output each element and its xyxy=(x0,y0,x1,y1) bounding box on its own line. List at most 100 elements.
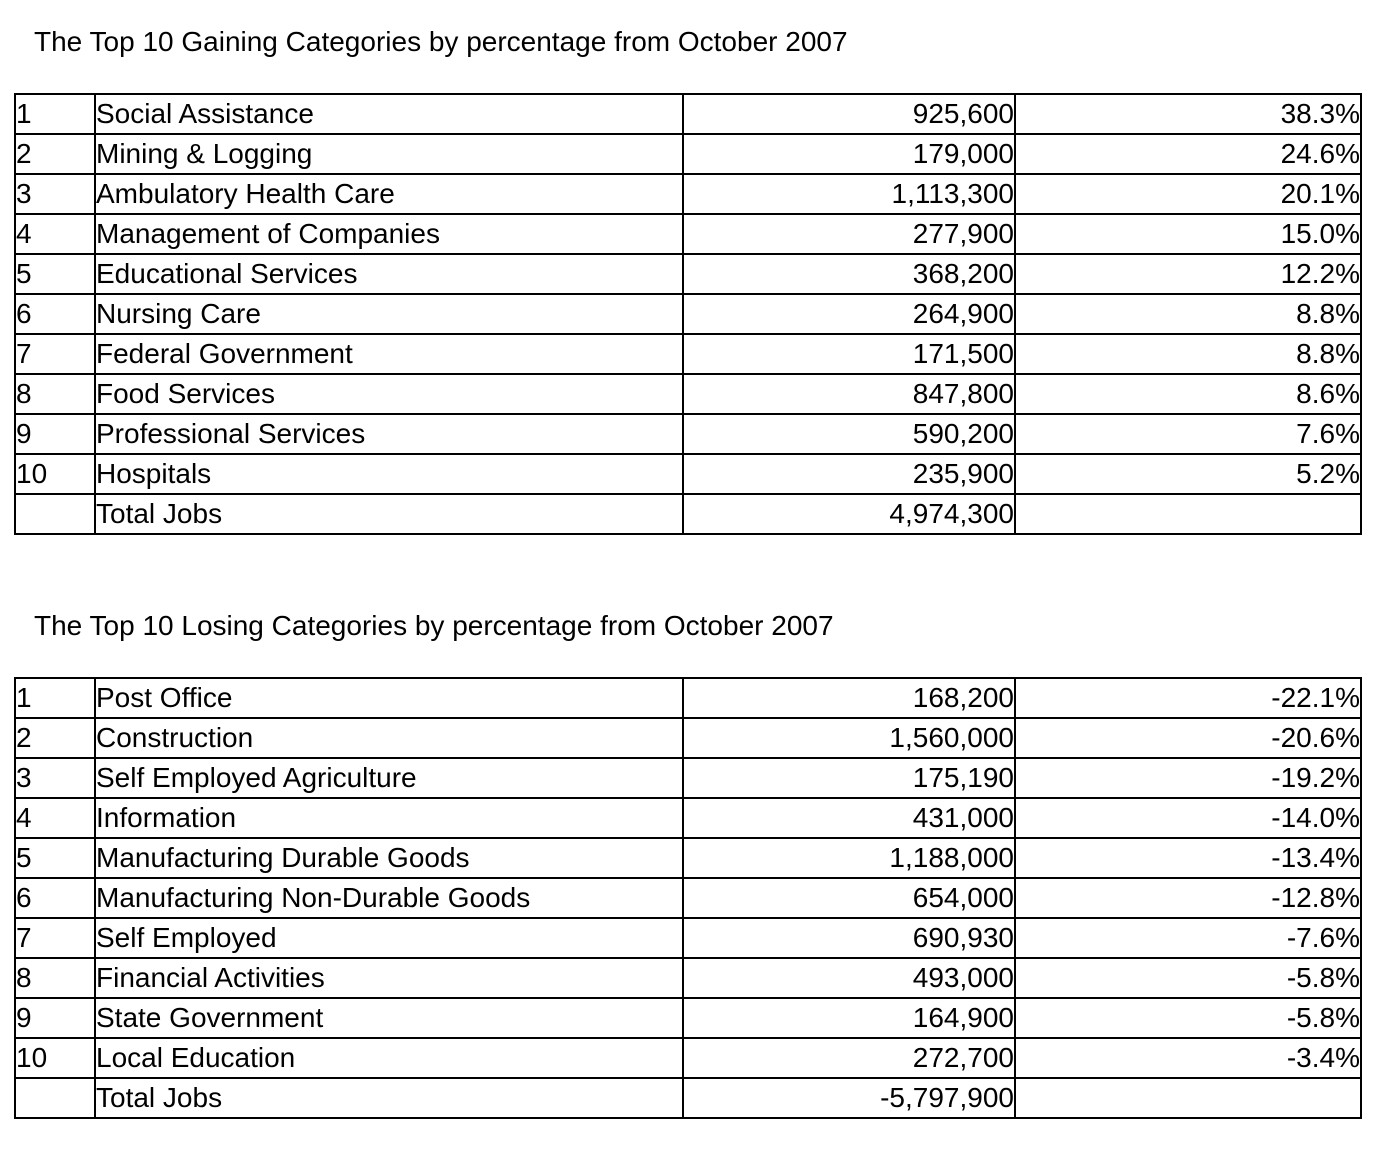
table-row: 7 Federal Government 171,500 8.8% xyxy=(14,333,1362,375)
percent-cell: -22.1% xyxy=(1014,677,1362,719)
category-cell: State Government xyxy=(94,997,684,1039)
jobs-cell: 175,190 xyxy=(682,757,1016,799)
rank-cell: 6 xyxy=(14,877,96,919)
table-row: 7 Self Employed 690,930 -7.6% xyxy=(14,917,1362,959)
jobs-cell: 690,930 xyxy=(682,917,1016,959)
table-row: 1 Social Assistance 925,600 38.3% xyxy=(14,93,1362,135)
gaining-categories-table: 1 Social Assistance 925,600 38.3% 2 Mining & … xyxy=(14,93,1362,535)
percent-cell: -13.4% xyxy=(1014,837,1362,879)
percent-cell xyxy=(1014,1077,1362,1119)
jobs-cell: 171,500 xyxy=(682,333,1016,375)
category-cell: Financial Activities xyxy=(94,957,684,999)
table-row: 3 Self Employed Agriculture 175,190 -19.2% xyxy=(14,757,1362,799)
rank-cell: 1 xyxy=(14,677,96,719)
rank-cell: 8 xyxy=(14,373,96,415)
percent-cell: 24.6% xyxy=(1014,133,1362,175)
jobs-cell: 1,560,000 xyxy=(682,717,1016,759)
table-row: 10 Hospitals 235,900 5.2% xyxy=(14,453,1362,495)
jobs-cell: 493,000 xyxy=(682,957,1016,999)
jobs-cell: 235,900 xyxy=(682,453,1016,495)
category-cell: Educational Services xyxy=(94,253,684,295)
table-row: Total Jobs -5,797,900 xyxy=(14,1077,1362,1119)
category-cell: Self Employed xyxy=(94,917,684,959)
jobs-cell: 368,200 xyxy=(682,253,1016,295)
percent-cell: 38.3% xyxy=(1014,93,1362,135)
rank-cell: 10 xyxy=(14,1037,96,1079)
jobs-cell: 168,200 xyxy=(682,677,1016,719)
jobs-cell: 4,974,300 xyxy=(682,493,1016,535)
jobs-cell: 654,000 xyxy=(682,877,1016,919)
category-cell: Professional Services xyxy=(94,413,684,455)
rank-cell: 9 xyxy=(14,997,96,1039)
rank-cell: 1 xyxy=(14,93,96,135)
table-row: Total Jobs 4,974,300 xyxy=(14,493,1362,535)
category-cell: Information xyxy=(94,797,684,839)
category-cell: Manufacturing Durable Goods xyxy=(94,837,684,879)
rank-cell xyxy=(14,493,96,535)
percent-cell: -5.8% xyxy=(1014,957,1362,999)
rank-cell: 9 xyxy=(14,413,96,455)
category-cell: Self Employed Agriculture xyxy=(94,757,684,799)
category-cell: Nursing Care xyxy=(94,293,684,335)
rank-cell: 2 xyxy=(14,717,96,759)
table-row: 8 Financial Activities 493,000 -5.8% xyxy=(14,957,1362,999)
jobs-cell: -5,797,900 xyxy=(682,1077,1016,1119)
category-cell: Total Jobs xyxy=(94,493,684,535)
table-row: 4 Management of Companies 277,900 15.0% xyxy=(14,213,1362,255)
jobs-cell: 264,900 xyxy=(682,293,1016,335)
table-row: 1 Post Office 168,200 -22.1% xyxy=(14,677,1362,719)
jobs-cell: 590,200 xyxy=(682,413,1016,455)
table-row: 9 Professional Services 590,200 7.6% xyxy=(14,413,1362,455)
percent-cell: -14.0% xyxy=(1014,797,1362,839)
rank-cell: 2 xyxy=(14,133,96,175)
table-row: 3 Ambulatory Health Care 1,113,300 20.1% xyxy=(14,173,1362,215)
table-row: 10 Local Education 272,700 -3.4% xyxy=(14,1037,1362,1079)
jobs-cell: 272,700 xyxy=(682,1037,1016,1079)
table-row: 4 Information 431,000 -14.0% xyxy=(14,797,1362,839)
table-row: 6 Nursing Care 264,900 8.8% xyxy=(14,293,1362,335)
category-cell: Food Services xyxy=(94,373,684,415)
percent-cell: 20.1% xyxy=(1014,173,1362,215)
gaining-table-title: The Top 10 Gaining Categories by percent… xyxy=(34,26,848,57)
jobs-cell: 1,113,300 xyxy=(682,173,1016,215)
table-row: 5 Educational Services 368,200 12.2% xyxy=(14,253,1362,295)
percent-cell: 8.8% xyxy=(1014,293,1362,335)
rank-cell: 8 xyxy=(14,957,96,999)
category-cell: Social Assistance xyxy=(94,93,684,135)
category-cell: Local Education xyxy=(94,1037,684,1079)
jobs-cell: 179,000 xyxy=(682,133,1016,175)
table-row: 8 Food Services 847,800 8.6% xyxy=(14,373,1362,415)
rank-cell: 3 xyxy=(14,173,96,215)
jobs-cell: 925,600 xyxy=(682,93,1016,135)
table-row: 6 Manufacturing Non-Durable Goods 654,000-… xyxy=(14,877,1362,919)
percent-cell: 15.0% xyxy=(1014,213,1362,255)
percent-cell: -3.4% xyxy=(1014,1037,1362,1079)
category-cell: Hospitals xyxy=(94,453,684,495)
rank-cell: 4 xyxy=(14,213,96,255)
percent-cell: -5.8% xyxy=(1014,997,1362,1039)
rank-cell: 10 xyxy=(14,453,96,495)
table-row: 2 Construction 1,560,000 -20.6% xyxy=(14,717,1362,759)
category-cell: Post Office xyxy=(94,677,684,719)
jobs-cell: 1,188,000 xyxy=(682,837,1016,879)
rank-cell: 4 xyxy=(14,797,96,839)
table-row: 9 State Government 164,900 -5.8% xyxy=(14,997,1362,1039)
category-cell: Management of Companies xyxy=(94,213,684,255)
category-cell: Total Jobs xyxy=(94,1077,684,1119)
jobs-cell: 164,900 xyxy=(682,997,1016,1039)
rank-cell: 5 xyxy=(14,837,96,879)
jobs-cell: 431,000 xyxy=(682,797,1016,839)
jobs-cell: 277,900 xyxy=(682,213,1016,255)
rank-cell: 5 xyxy=(14,253,96,295)
percent-cell: -7.6% xyxy=(1014,917,1362,959)
losing-table-title: The Top 10 Losing Categories by percenta… xyxy=(34,610,834,641)
table-row: 2 Mining & Logging 179,000 24.6% xyxy=(14,133,1362,175)
losing-categories-table: 1 Post Office 168,200 -22.1% 2 Construction 1,… xyxy=(14,677,1362,1119)
table-row: 5 Manufacturing Durable Goods 1,188,000 -13… xyxy=(14,837,1362,879)
category-cell: Mining & Logging xyxy=(94,133,684,175)
rank-cell: 3 xyxy=(14,757,96,799)
percent-cell: -20.6% xyxy=(1014,717,1362,759)
percent-cell: 8.8% xyxy=(1014,333,1362,375)
jobs-cell: 847,800 xyxy=(682,373,1016,415)
